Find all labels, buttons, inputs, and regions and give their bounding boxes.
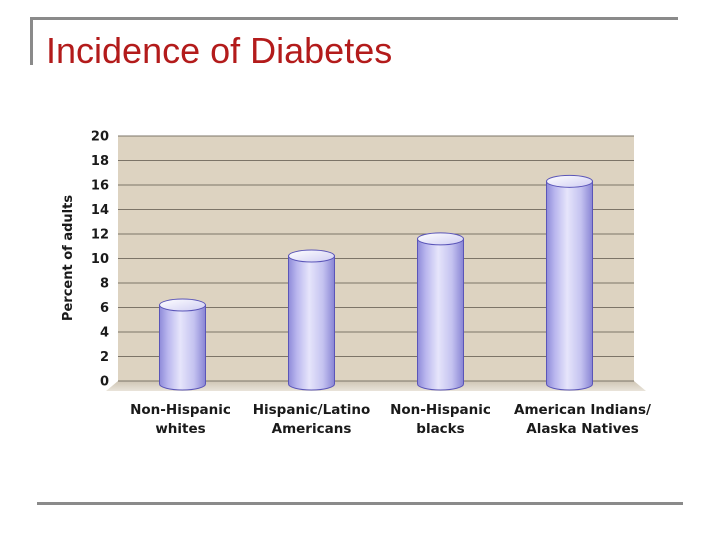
- x-category-label: American Indians/: [514, 402, 651, 418]
- y-tick-label: 16: [91, 179, 109, 194]
- y-tick-label: 6: [100, 301, 109, 316]
- y-tick-label: 4: [100, 326, 109, 341]
- y-tick-label: 8: [100, 277, 109, 292]
- y-tick-label: 2: [100, 350, 109, 365]
- bar-body: [417, 238, 464, 391]
- x-category-label: Hispanic/Latino: [253, 402, 371, 418]
- x-category-label: Americans: [272, 421, 352, 437]
- bar-cap: [159, 298, 206, 312]
- slide-title: Incidence of Diabetes: [46, 30, 393, 71]
- y-tick-label: 12: [91, 228, 109, 243]
- y-tick-label: 18: [91, 154, 109, 169]
- x-category-label: Alaska Natives: [526, 421, 639, 437]
- bar-2: [288, 249, 335, 391]
- bar-body: [288, 255, 335, 391]
- bar-cap: [546, 174, 593, 188]
- slide-frame-left: [30, 17, 33, 65]
- x-category-label: blacks: [416, 421, 464, 437]
- bar-cap: [417, 232, 464, 246]
- x-category-label: Non-Hispanic: [390, 402, 491, 418]
- slide-frame-top: [30, 17, 678, 20]
- bar-body: [546, 180, 593, 391]
- y-tick-label: 0: [100, 375, 109, 390]
- x-category-label: whites: [155, 421, 205, 437]
- bar-3: [417, 232, 464, 391]
- y-axis-label: Percent of adults: [61, 195, 76, 321]
- y-tick-label: 20: [91, 130, 109, 145]
- bar-body: [159, 304, 206, 391]
- x-category-label: Non-Hispanic: [130, 402, 231, 418]
- bar-1: [159, 298, 206, 391]
- y-tick-label: 10: [91, 252, 109, 267]
- y-tick-label: 14: [91, 203, 109, 218]
- slide-frame-bottom: [37, 502, 683, 505]
- bar-4: [546, 174, 593, 391]
- plot-floor: [106, 381, 646, 391]
- bar-cap: [288, 249, 335, 263]
